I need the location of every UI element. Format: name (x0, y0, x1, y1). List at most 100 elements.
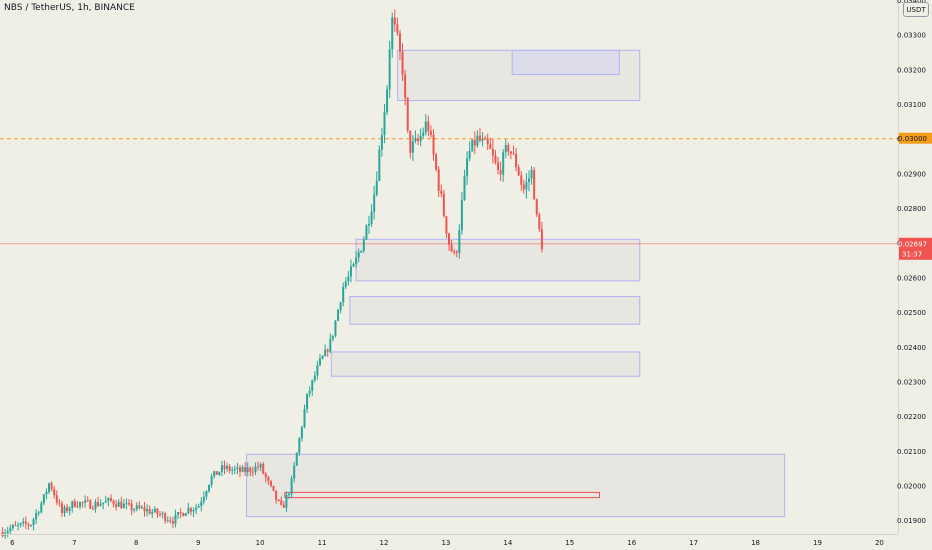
candle-body (244, 467, 247, 472)
candle-body (109, 498, 112, 501)
price-tick-label: 0.02900 (897, 170, 926, 178)
candle-body (414, 138, 417, 142)
candle-body (35, 512, 38, 520)
candle-body (303, 409, 306, 427)
candle-body (246, 467, 249, 472)
candle-body (311, 380, 314, 391)
candle-body (396, 24, 399, 34)
currency-unit-button[interactable]: USDT (903, 2, 929, 17)
candle-body (344, 281, 347, 287)
time-tick-label: 20 (875, 539, 884, 547)
price-tick-label: 0.02300 (897, 378, 926, 386)
alert-price-badge[interactable] (899, 132, 932, 144)
symbol-label: NBS / TetherUS (4, 3, 72, 13)
candle-body (218, 471, 221, 475)
price-tick-label: 0.02000 (897, 482, 926, 490)
zone-box-1[interactable] (245, 453, 786, 518)
candle-body (373, 194, 376, 212)
price-tick-label: 0.02600 (897, 274, 926, 282)
candle-body (329, 338, 332, 352)
candle-body (73, 501, 76, 507)
candle-body (156, 508, 159, 515)
candle-body (213, 471, 216, 477)
candle-body (527, 178, 530, 182)
alert-price-label: 0.03000 (898, 135, 927, 143)
candle-body (448, 233, 450, 245)
candle-body (97, 501, 100, 506)
candle-body (520, 175, 523, 185)
candle-body (220, 465, 223, 472)
exchange-label: BINANCE (94, 3, 135, 13)
candle-body (58, 502, 61, 504)
price-tick-label: 0.01900 (897, 517, 926, 525)
zone-box-4[interactable] (349, 295, 641, 325)
candle-body (290, 478, 293, 495)
candle-body (476, 135, 479, 146)
candle-body (306, 393, 309, 410)
candle-body (151, 512, 154, 514)
last-price-price-label: 0.02697 (898, 240, 927, 248)
candle-body (318, 358, 321, 366)
candle-body (257, 466, 260, 468)
candle-body (117, 501, 120, 507)
candle-body (66, 507, 69, 512)
candle-body (507, 144, 510, 152)
candle-body (120, 501, 123, 509)
candle-body (277, 500, 280, 502)
candle-body (406, 97, 409, 131)
candle-body (427, 121, 430, 131)
candle-body (502, 152, 505, 175)
zone-box-2[interactable] (284, 491, 600, 499)
candle-body (11, 525, 14, 529)
candle-body (27, 524, 30, 526)
candle-body (272, 485, 275, 491)
zone-box-3[interactable] (330, 351, 641, 377)
candle-body (404, 74, 407, 98)
last-price-price-badge[interactable] (899, 237, 932, 260)
candle-body (285, 494, 288, 508)
candle-body (19, 523, 22, 525)
time-tick-label: 8 (134, 539, 138, 547)
candle-body (71, 501, 74, 509)
candle-body (262, 464, 265, 474)
price-tick-label: 0.02400 (897, 344, 926, 352)
candle-body (419, 135, 422, 142)
candle-body (76, 506, 79, 508)
candle-body (140, 507, 143, 509)
lines-layer (0, 138, 898, 245)
price-tick-label: 0.02200 (897, 413, 926, 421)
candle-body (347, 276, 350, 282)
candle-body (429, 130, 432, 135)
candle-body (238, 467, 241, 472)
candle-body (484, 138, 487, 140)
candle-body (295, 452, 298, 466)
price-tick-label: 0.02500 (897, 309, 926, 317)
candle-body (515, 153, 518, 168)
zone-box-5[interactable] (355, 238, 641, 282)
candle-body (169, 520, 172, 522)
price-axis: 0.01900 0.02000 0.02100 0.02200 0.02300 0.024… (897, 0, 926, 525)
candle-body (411, 141, 414, 153)
candle-body (398, 33, 401, 52)
candle-body (334, 320, 337, 336)
time-tick-label: 17 (689, 539, 698, 547)
candle-body (197, 506, 200, 508)
candle-body (84, 500, 87, 503)
time-tick-label: 7 (72, 539, 76, 547)
candle-body (166, 520, 169, 522)
candle-body (200, 501, 203, 507)
candle-body (86, 500, 89, 502)
candle-body (440, 190, 443, 194)
zone-box-7[interactable] (511, 49, 620, 76)
price-tick-label: 0.03100 (897, 101, 926, 109)
candle-body (352, 264, 355, 267)
candle-body (368, 223, 371, 226)
candle-body (355, 257, 358, 265)
candle-body (293, 465, 296, 479)
candle-body (491, 148, 494, 156)
candle-body (55, 495, 58, 503)
candle-body (29, 525, 32, 527)
price-labels-layer: 0.03000 0.02697 31:37 (898, 132, 932, 260)
